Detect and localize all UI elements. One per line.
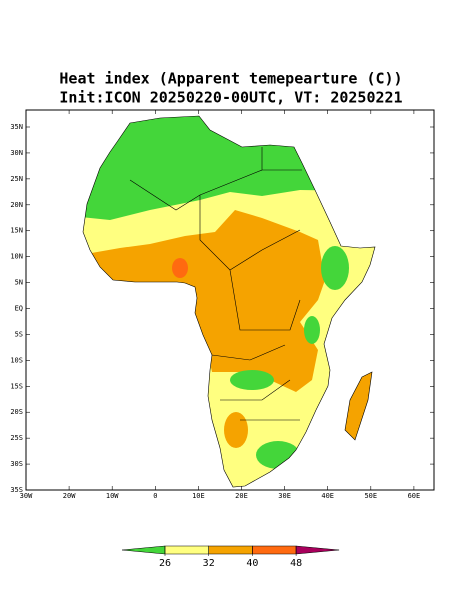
lat-label: 30S: [10, 460, 23, 468]
lat-label: 25N: [10, 175, 23, 183]
lon-label: 40E: [321, 492, 334, 500]
lon-label: 30W: [20, 492, 33, 500]
colorbar-label: 40: [246, 558, 258, 569]
lat-label: 35S: [10, 486, 23, 494]
colorbar-segment: [164, 545, 209, 555]
colorbar-label: 32: [203, 558, 215, 569]
lat-label: 20N: [10, 201, 23, 209]
map-frame: [25, 109, 435, 491]
lon-label: 60E: [408, 492, 421, 500]
lat-label: EQ: [15, 305, 23, 313]
lat-label: 35N: [10, 123, 23, 131]
title: Heat index (Apparent temepearture (C)): [59, 70, 402, 88]
colorbar-extend-high: [295, 545, 340, 555]
madagascar: [344, 371, 373, 441]
lat-label: 5N: [15, 279, 23, 287]
lat-label: 5S: [15, 330, 23, 338]
lon-label: 20W: [63, 492, 76, 500]
lon-label: 10E: [192, 492, 205, 500]
lon-label: 0: [153, 492, 157, 500]
lon-label: 50E: [364, 492, 377, 500]
colorbar-extend-low: [121, 545, 166, 555]
lon-label: 30E: [278, 492, 291, 500]
lat-label: 10S: [10, 356, 23, 364]
colorbar-label: 48: [290, 558, 302, 569]
lon-label: 10W: [106, 492, 119, 500]
lat-label: 20S: [10, 408, 23, 416]
lat-label: 15S: [10, 382, 23, 390]
africa-fill: [83, 116, 375, 487]
colorbar-label: 26: [159, 558, 171, 569]
lat-label: 25S: [10, 434, 23, 442]
lat-label: 10N: [10, 253, 23, 261]
colorbar-segment: [252, 545, 297, 555]
lat-label: 30N: [10, 149, 23, 157]
subtitle: Init:ICON 20250220-00UTC, VT: 20250221: [59, 89, 402, 107]
map: [82, 115, 376, 488]
lon-label: 20E: [235, 492, 248, 500]
lat-label: 15N: [10, 227, 23, 235]
colorbar-segment: [208, 545, 253, 555]
